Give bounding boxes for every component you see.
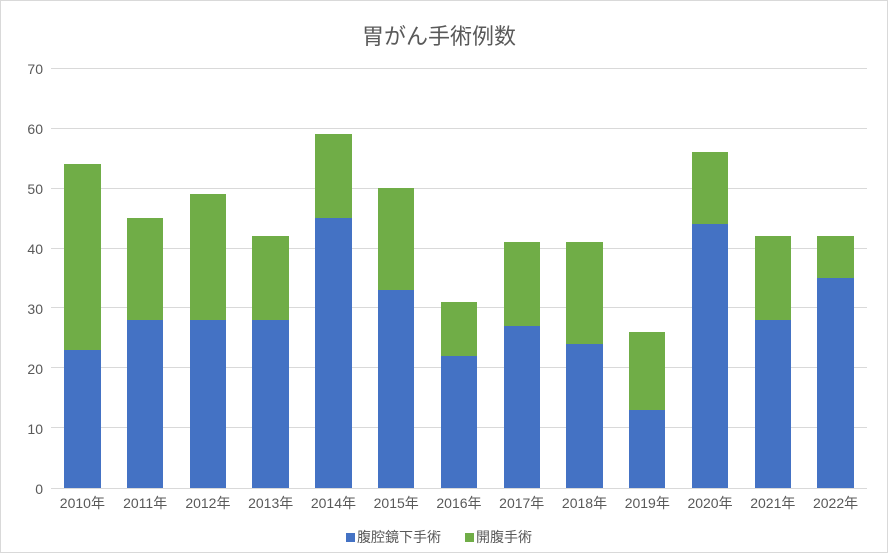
x-axis: 2010年2011年2012年2013年2014年2015年2016年2017年… — [51, 493, 867, 513]
bar-stack — [127, 218, 163, 488]
bar-segment — [441, 302, 477, 356]
bar-slot — [365, 69, 428, 488]
legend-item: 開腹手術 — [465, 527, 532, 547]
x-tick-label: 2017年 — [490, 493, 553, 513]
bar-segment — [441, 356, 477, 488]
y-tick-label: 40 — [27, 241, 43, 257]
bar-segment — [755, 236, 791, 320]
bar-stack — [817, 236, 853, 488]
bar-segment — [566, 242, 602, 344]
bar-stack — [692, 152, 728, 488]
bar-stack — [629, 332, 665, 488]
bars-group — [51, 69, 867, 488]
y-tick-label: 70 — [27, 61, 43, 77]
chart-title: 胃がん手術例数 — [11, 19, 867, 51]
legend-label: 腹腔鏡下手術 — [357, 527, 441, 547]
y-tick-label: 10 — [27, 421, 43, 437]
x-tick-label: 2010年 — [51, 493, 114, 513]
x-tick-label: 2020年 — [679, 493, 742, 513]
bar-slot — [553, 69, 616, 488]
bar-stack — [504, 242, 540, 488]
bar-slot — [616, 69, 679, 488]
bar-slot — [804, 69, 867, 488]
bar-slot — [239, 69, 302, 488]
bar-segment — [692, 224, 728, 488]
bar-segment — [692, 152, 728, 224]
x-tick-label: 2011年 — [114, 493, 177, 513]
bar-slot — [679, 69, 742, 488]
bar-segment — [378, 188, 414, 290]
x-tick-label: 2018年 — [553, 493, 616, 513]
legend: 腹腔鏡下手術 開腹手術 — [11, 527, 867, 547]
bar-segment — [252, 236, 288, 320]
legend-swatch — [346, 533, 355, 542]
x-tick-label: 2014年 — [302, 493, 365, 513]
bar-segment — [629, 410, 665, 488]
bar-stack — [378, 188, 414, 488]
bar-segment — [127, 320, 163, 488]
plot-wrapper: 010203040506070 — [11, 69, 867, 489]
legend-item: 腹腔鏡下手術 — [346, 527, 441, 547]
bar-segment — [315, 218, 351, 488]
bar-segment — [190, 194, 226, 320]
bar-stack — [190, 194, 226, 488]
bar-segment — [315, 134, 351, 218]
bar-slot — [114, 69, 177, 488]
y-tick-label: 30 — [27, 301, 43, 317]
bar-segment — [378, 290, 414, 488]
y-tick-label: 20 — [27, 361, 43, 377]
y-tick-label: 60 — [27, 121, 43, 137]
bar-slot — [302, 69, 365, 488]
bar-stack — [64, 164, 100, 488]
bar-stack — [252, 236, 288, 488]
bar-stack — [441, 302, 477, 488]
bar-segment — [127, 218, 163, 320]
bar-stack — [566, 242, 602, 488]
plot-area — [51, 69, 867, 489]
bar-segment — [504, 242, 540, 326]
bar-segment — [64, 350, 100, 488]
x-tick-label: 2015年 — [365, 493, 428, 513]
bar-slot — [741, 69, 804, 488]
bar-segment — [504, 326, 540, 488]
bar-segment — [817, 236, 853, 278]
x-tick-label: 2019年 — [616, 493, 679, 513]
x-tick-label: 2013年 — [239, 493, 302, 513]
x-tick-label: 2016年 — [428, 493, 491, 513]
legend-label: 開腹手術 — [476, 527, 532, 547]
bar-stack — [315, 134, 351, 488]
bar-slot — [51, 69, 114, 488]
bar-slot — [177, 69, 240, 488]
bar-segment — [755, 320, 791, 488]
x-tick-label: 2021年 — [741, 493, 804, 513]
bar-slot — [490, 69, 553, 488]
x-tick-label: 2012年 — [177, 493, 240, 513]
bar-segment — [629, 332, 665, 410]
chart-container: 胃がん手術例数 010203040506070 2010年2011年2012年2… — [0, 0, 888, 553]
y-tick-label: 0 — [35, 481, 43, 497]
bar-segment — [566, 344, 602, 488]
x-tick-label: 2022年 — [804, 493, 867, 513]
bar-segment — [817, 278, 853, 488]
bar-segment — [252, 320, 288, 488]
bar-segment — [64, 164, 100, 350]
y-tick-label: 50 — [27, 181, 43, 197]
bar-segment — [190, 320, 226, 488]
bar-stack — [755, 236, 791, 488]
bar-slot — [428, 69, 491, 488]
y-axis: 010203040506070 — [11, 69, 51, 489]
legend-swatch — [465, 533, 474, 542]
